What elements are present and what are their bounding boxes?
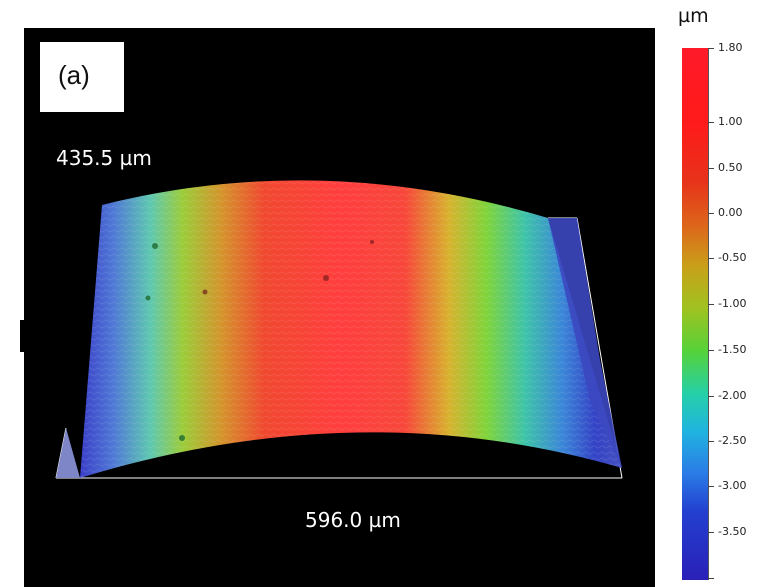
surface-defect — [179, 435, 185, 441]
colorbar-unit-label: µm — [678, 5, 709, 27]
colorbar-tick-label: -3.00 — [718, 479, 747, 492]
colorbar-tick-label: -2.00 — [718, 389, 747, 402]
colorbar-tick — [708, 441, 714, 442]
colorbar-tick-label: -2.50 — [718, 434, 747, 447]
colorbar-tick-label: -0.50 — [718, 251, 747, 264]
colorbar-tick-label: 1.00 — [718, 115, 743, 128]
surface-left-edge — [56, 428, 80, 478]
surface-defect — [145, 295, 151, 301]
width-dimension-label: 596.0 µm — [305, 508, 401, 532]
colorbar-tick — [708, 122, 714, 123]
height-dimension-label: 435.5 µm — [56, 146, 152, 170]
colorbar-tick — [708, 532, 714, 533]
colorbar-tick — [708, 258, 714, 259]
colorbar-tick — [708, 396, 714, 397]
colorbar-axis — [708, 48, 709, 580]
colorbar — [682, 48, 708, 580]
surface-defect — [152, 243, 158, 249]
colorbar-tick-label: -1.50 — [718, 343, 747, 356]
colorbar-tick-label: 1.80 — [718, 41, 743, 54]
colorbar-tick — [708, 304, 714, 305]
colorbar-tick — [708, 168, 714, 169]
panel-label-box: (a) — [40, 42, 124, 112]
colorbar-tick — [708, 486, 714, 487]
colorbar-tick — [708, 578, 714, 579]
surface-defect — [202, 289, 208, 295]
colorbar-tick — [708, 213, 714, 214]
surface-defect — [370, 240, 374, 244]
colorbar-tick-label: -1.00 — [718, 297, 747, 310]
colorbar-tick — [708, 350, 714, 351]
colorbar-tick-label: 0.00 — [718, 206, 743, 219]
surface-texture — [80, 180, 622, 479]
colorbar-tick-label: -3.50 — [718, 525, 747, 538]
panel-label: (a) — [58, 60, 90, 90]
colorbar-tick-label: 0.50 — [718, 161, 743, 174]
colorbar-tick — [708, 48, 714, 49]
surface-right-edge — [548, 218, 622, 468]
surface-defect — [323, 275, 329, 281]
top-margin — [22, 0, 130, 28]
viewport-edge-marker — [20, 320, 26, 352]
